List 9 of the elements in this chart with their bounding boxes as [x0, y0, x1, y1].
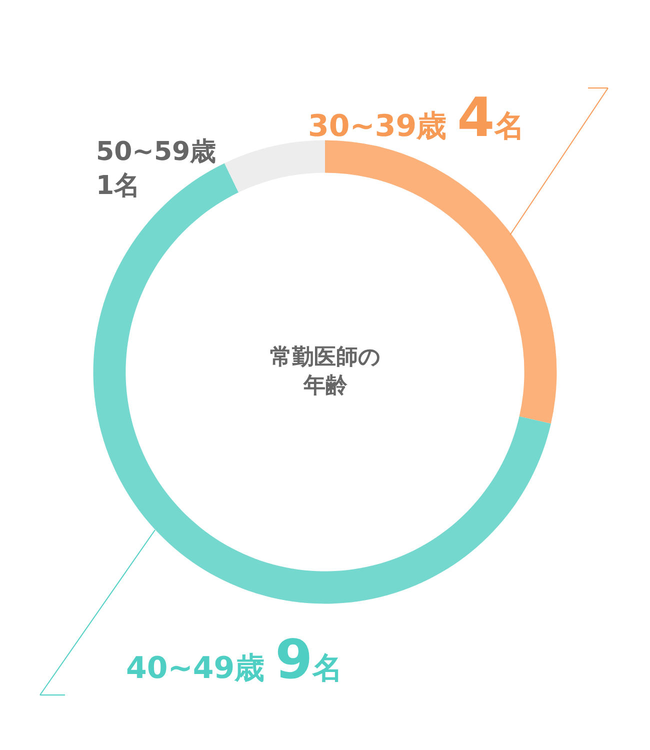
donut-slice: [93, 163, 551, 604]
text: 常勤医師の年齢: [270, 345, 381, 399]
slice-label: 40~49歳: [126, 651, 265, 686]
data-label: 9名: [275, 628, 343, 691]
data-label: 1名: [96, 170, 140, 201]
slice-label: 50~59歳: [96, 137, 216, 167]
slice-label: 30~39歳: [308, 109, 447, 144]
data-label: 4名: [457, 86, 525, 149]
donut-slice: [224, 140, 325, 192]
